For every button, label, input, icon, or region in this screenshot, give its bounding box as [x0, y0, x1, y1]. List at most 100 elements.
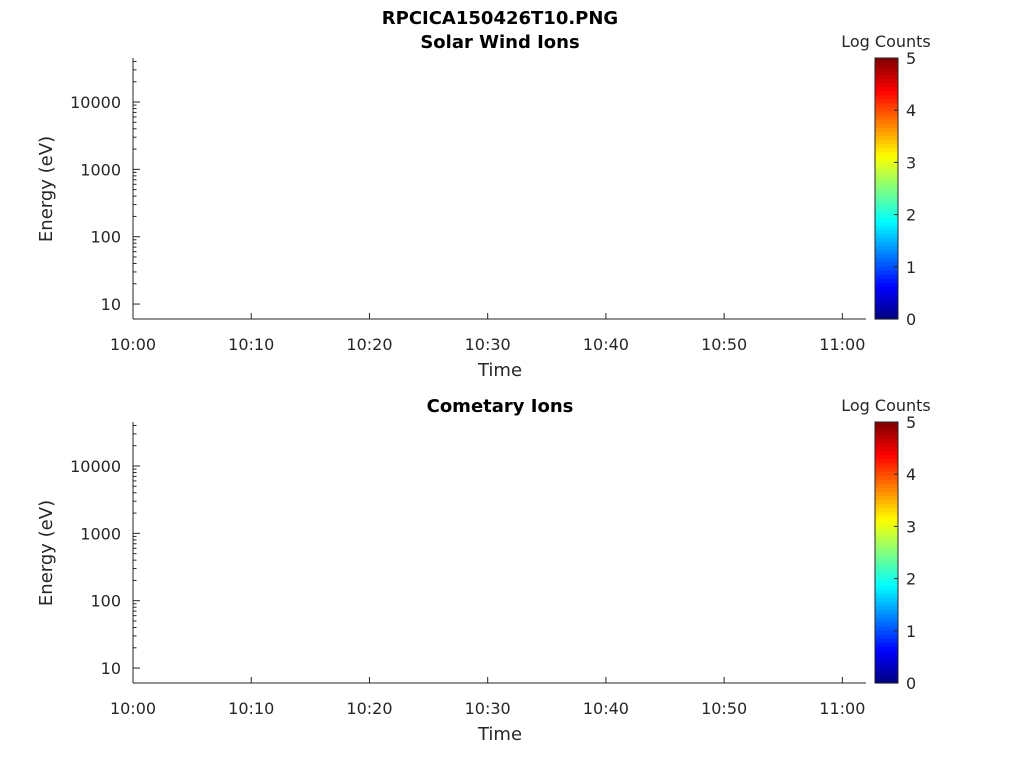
- cometary-colorbar-swatch: [875, 548, 898, 554]
- solar-wind-colorbar-swatch: [875, 180, 898, 186]
- solar-wind-colorbar-swatch: [875, 241, 898, 247]
- cometary-colorbar-swatch: [875, 475, 898, 480]
- cometary-axes: 10:00 10:10 10:20 10:30 10:40 10:50 11:00 10 100…: [70, 422, 866, 718]
- solar-wind-colorbar-swatch: [875, 102, 898, 108]
- cometary-colorbar-swatch: [875, 666, 898, 672]
- solar-wind-colorbar: 0 1 2 3 4 5: [874, 49, 916, 329]
- solar-wind-colorbar-swatch: [875, 257, 898, 263]
- solar-wind-colorbar-swatch: [875, 94, 898, 100]
- cometary-colorbar-swatch: [875, 483, 898, 488]
- solar-wind-colorbar-swatch: [875, 306, 898, 312]
- cometary-x-tick-label: 11:00: [819, 699, 865, 718]
- cometary-colorbar-swatch: [875, 540, 898, 545]
- cometary-colorbar-swatch: [875, 462, 898, 468]
- cometary-colorbar-swatch: [875, 446, 898, 452]
- cometary-colorbar-swatch: [875, 658, 898, 664]
- solar-wind-colorbar-swatch: [875, 282, 898, 287]
- solar-wind-colorbar-swatch: [875, 192, 898, 198]
- solar-wind-colorbar-swatch: [875, 249, 898, 255]
- solar-wind-colorbar-tick-label: 1: [906, 258, 916, 277]
- solar-wind-colorbar-swatch: [875, 106, 898, 112]
- solar-wind-colorbar-swatch: [875, 286, 898, 292]
- cometary-colorbar-swatch: [875, 678, 898, 684]
- cometary-colorbar-swatch: [875, 450, 898, 456]
- cometary-colorbar-tick-label: 4: [906, 465, 916, 484]
- cometary-colorbar-swatch: [875, 487, 898, 492]
- solar-wind-colorbar-swatch: [875, 233, 898, 239]
- solar-wind-colorbar-swatch: [875, 200, 898, 206]
- solar-wind-colorbar-swatch: [875, 115, 898, 120]
- solar-wind-colorbar-swatch: [875, 168, 898, 173]
- solar-wind-colorbar-swatch: [875, 66, 898, 71]
- cometary-colorbar-swatch: [875, 589, 898, 594]
- solar-wind-colorbar-swatch: [875, 135, 898, 141]
- solar-wind-colorbar-swatch: [875, 290, 898, 296]
- cometary-colorbar-swatch: [875, 568, 898, 574]
- solar-wind-colorbar-swatch: [875, 139, 898, 145]
- cometary-colorbar-swatch: [875, 564, 898, 570]
- solar-wind-x-tick-label: 10:00: [110, 335, 156, 354]
- solar-wind-colorbar-tick-label: 4: [906, 101, 916, 120]
- cometary-colorbar-swatch: [875, 593, 898, 598]
- cometary-colorbar-swatch: [875, 458, 898, 464]
- cometary-colorbar-tick-label: 3: [906, 517, 916, 536]
- cometary-colorbar-swatch: [875, 528, 898, 533]
- cometary-colorbar-swatch: [875, 674, 898, 680]
- solar-wind-x-tick-label: 10:30: [465, 335, 511, 354]
- solar-wind-x-tick-label: 11:00: [819, 335, 865, 354]
- solar-wind-colorbar-swatch: [875, 245, 898, 251]
- solar-wind-y-tick-label: 100: [90, 228, 121, 247]
- cometary-x-tick-label: 10:10: [228, 699, 274, 718]
- solar-wind-colorbar-swatch: [875, 164, 898, 169]
- figure-title: RPCICA150426T10.PNG: [382, 8, 618, 29]
- solar-wind-colorbar-frame: [874, 57, 899, 320]
- cometary-colorbar-tick-label: 0: [906, 674, 916, 693]
- cometary-colorbar-swatch: [875, 572, 898, 578]
- solar-wind-colorbar-swatch: [875, 131, 898, 137]
- cometary-colorbar-swatch: [875, 442, 898, 448]
- cometary-colorbar-swatch: [875, 601, 898, 607]
- solar-wind-colorbar-swatch: [875, 62, 898, 67]
- solar-wind-colorbar-swatch: [875, 86, 898, 92]
- solar-wind-colorbar-swatch: [875, 270, 898, 275]
- cometary-colorbar-swatch: [875, 654, 898, 660]
- solar-wind-colorbar-tick-label: 5: [906, 49, 916, 68]
- cometary-panel: Cometary Ions 10:00 10:10 10:20 10:30 10:40 1…: [36, 396, 931, 745]
- cometary-colorbar-swatch: [875, 426, 898, 431]
- cometary-colorbar-swatch: [875, 662, 898, 668]
- solar-wind-colorbar-swatch: [875, 78, 898, 84]
- solar-wind-panel: Solar Wind Ions 10:00 10:10 10:20 10:30 10:4…: [36, 32, 931, 381]
- cometary-colorbar-swatch: [875, 544, 898, 550]
- cometary-colorbar-swatch: [875, 438, 898, 443]
- solar-wind-colorbar-swatch: [875, 298, 898, 304]
- solar-wind-colorbar-swatch: [875, 188, 898, 194]
- cometary-colorbar-swatch: [875, 609, 898, 615]
- cometary-colorbar-swatch: [875, 613, 898, 619]
- cometary-y-tick-label: 10: [101, 659, 121, 678]
- cometary-colorbar-swatch: [875, 629, 898, 635]
- solar-wind-title: Solar Wind Ions: [420, 32, 579, 53]
- solar-wind-colorbar-tick-label: 3: [906, 153, 916, 172]
- solar-wind-y-label: Energy (eV): [36, 136, 57, 242]
- solar-wind-colorbar-swatch: [875, 274, 898, 279]
- cometary-colorbar-swatch: [875, 519, 898, 525]
- solar-wind-x-label: Time: [477, 360, 522, 381]
- solar-wind-y-tick-label: 10: [101, 295, 121, 314]
- cometary-colorbar-swatch: [875, 597, 898, 603]
- solar-wind-x-tick-label: 10:10: [228, 335, 274, 354]
- cometary-colorbar-tick-label: 2: [906, 570, 916, 589]
- cometary-x-tick-label: 10:30: [465, 699, 511, 718]
- cometary-colorbar-swatch: [875, 470, 898, 476]
- solar-wind-x-tick-label: 10:50: [701, 335, 747, 354]
- solar-wind-colorbar-swatch: [875, 119, 898, 124]
- cometary-colorbar-swatch: [875, 621, 898, 627]
- solar-wind-colorbar-swatch: [875, 217, 898, 222]
- solar-wind-x-tick-label: 10:40: [583, 335, 629, 354]
- cometary-colorbar-swatch: [875, 466, 898, 472]
- solar-wind-colorbar-swatch: [875, 314, 898, 320]
- cometary-colorbar-swatch: [875, 642, 898, 647]
- cometary-x-tick-label: 10:40: [583, 699, 629, 718]
- cometary-colorbar-swatch: [875, 499, 898, 505]
- solar-wind-colorbar-swatch: [875, 151, 898, 157]
